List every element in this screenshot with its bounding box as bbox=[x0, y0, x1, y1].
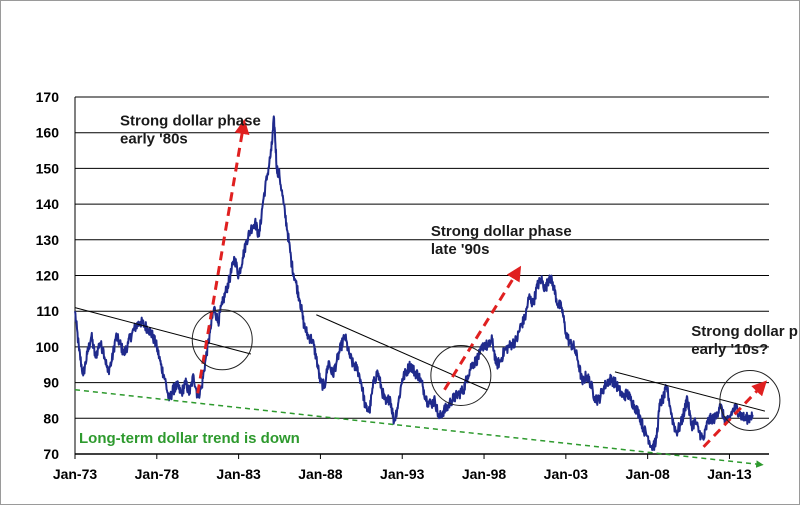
x-tick-label: Jan-98 bbox=[462, 466, 507, 482]
series-layer bbox=[74, 115, 754, 451]
breakout-circle-2014 bbox=[719, 369, 781, 431]
x-tick-label: Jan-88 bbox=[298, 466, 343, 482]
x-tick-label: Jan-13 bbox=[707, 466, 752, 482]
trendline-resistance-2000s bbox=[614, 371, 766, 412]
axes: 70 80 90 100 110 120 130 140 150 160 170 Jan-73 Jan-… bbox=[36, 89, 769, 482]
x-tick-label: Jan-03 bbox=[544, 466, 589, 482]
annotation-line: late '90s bbox=[431, 241, 490, 258]
y-tick-label: 70 bbox=[43, 446, 59, 462]
phase-annotation: Strong dollar phase late '90s bbox=[431, 223, 572, 258]
phase-80s-arrow bbox=[196, 119, 250, 394]
series-line bbox=[74, 115, 754, 451]
y-tick-label: 80 bbox=[43, 410, 59, 426]
y-tick-label: 100 bbox=[36, 339, 60, 355]
x-tick-label: Jan-83 bbox=[216, 466, 261, 482]
y-tick-label: 150 bbox=[36, 160, 60, 176]
breakout-circles bbox=[191, 309, 781, 431]
y-tick-label: 130 bbox=[36, 232, 60, 248]
annotation-line: early '80s bbox=[120, 131, 188, 148]
gridlines bbox=[75, 96, 769, 455]
y-tick-label: 160 bbox=[36, 125, 60, 141]
breakout-circle-1996 bbox=[430, 344, 492, 406]
breakout-circle-1981 bbox=[191, 309, 253, 371]
x-tick-label: Jan-78 bbox=[135, 466, 180, 482]
y-tick-label: 170 bbox=[36, 89, 60, 105]
y-tick-label: 120 bbox=[36, 268, 60, 284]
y-tick-label: 140 bbox=[36, 196, 60, 212]
x-tick-label: Jan-73 bbox=[53, 466, 98, 482]
annotation-line: Strong dollar phase bbox=[120, 113, 261, 130]
phase-annotation: Strong dollar phase early '80s bbox=[120, 113, 261, 148]
y-tick-label: 90 bbox=[43, 375, 59, 391]
annotation-line: Strong dollar phase bbox=[431, 223, 572, 240]
trendline-long-term-down bbox=[74, 388, 764, 468]
annotation-line: early '10s? bbox=[691, 341, 768, 358]
phase-arrows bbox=[196, 119, 767, 448]
long-term-trend-label: Long-term dollar trend is down bbox=[79, 430, 300, 447]
trendline-resistance-1990s bbox=[316, 314, 487, 391]
phase-90s-arrow bbox=[443, 265, 522, 391]
x-tick-label: Jan-93 bbox=[380, 466, 425, 482]
y-tick-label: 110 bbox=[36, 303, 59, 319]
annotation-line: Strong dollar phase bbox=[691, 323, 799, 340]
trendline-resistance-1970s bbox=[74, 307, 252, 355]
trendlines bbox=[74, 307, 766, 468]
x-tick-label: Jan-08 bbox=[625, 466, 670, 482]
